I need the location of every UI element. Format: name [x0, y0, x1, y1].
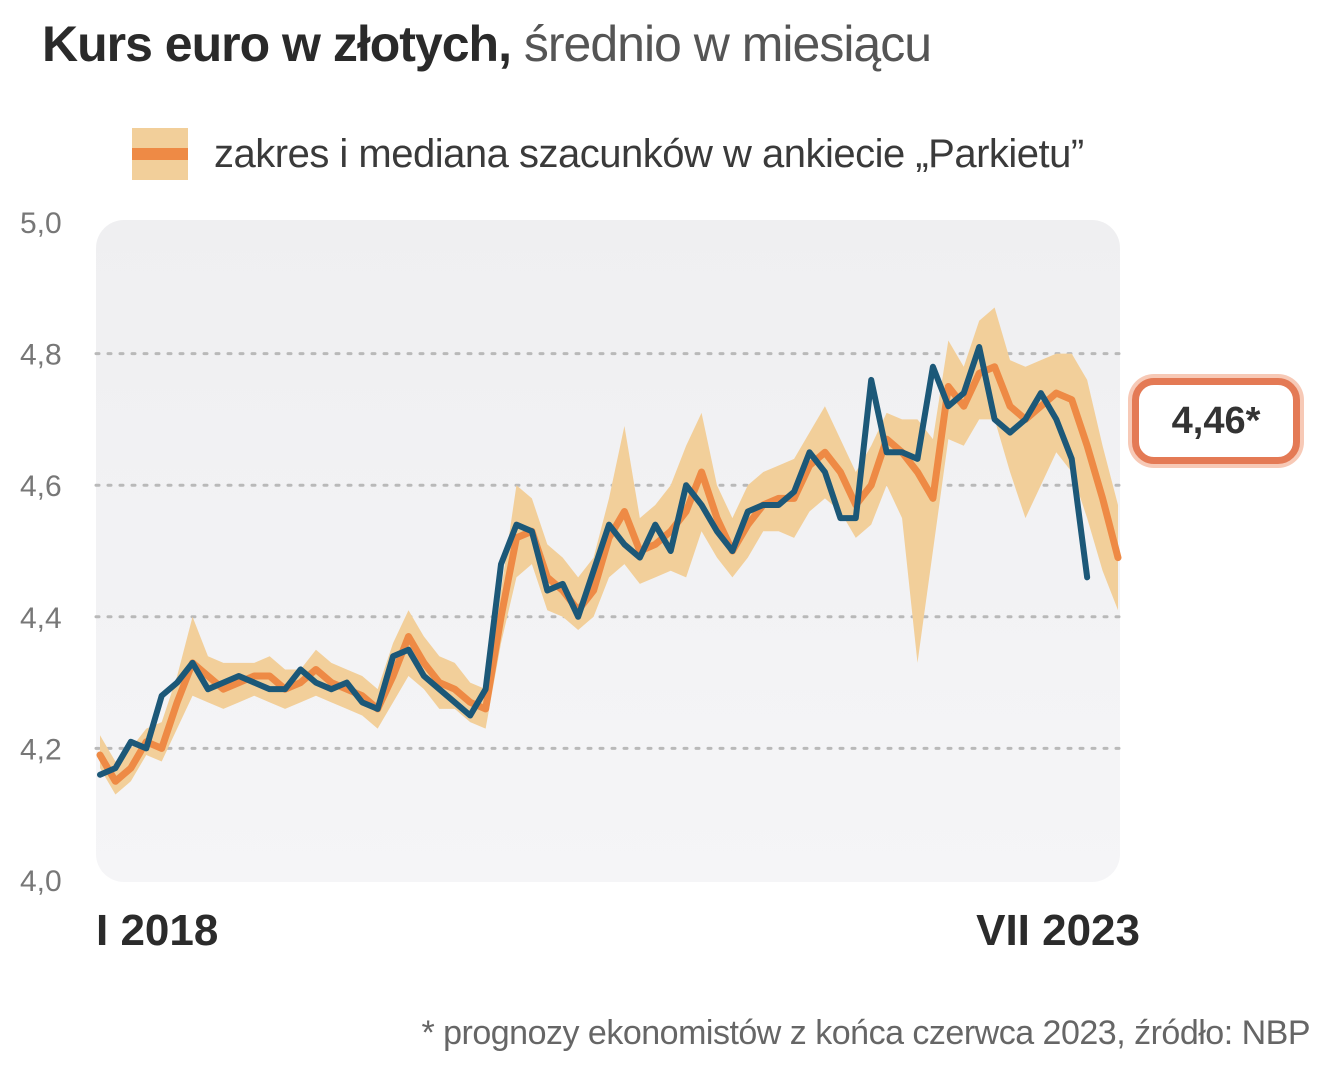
range-band-layer [100, 307, 1118, 795]
y-tick-label: 5,0 [20, 207, 62, 240]
actual-line-layer [97, 344, 1091, 778]
y-tick-label: 4,2 [20, 733, 62, 766]
legend-swatch [132, 128, 188, 180]
y-axis-ticks: 4,0 4,2 4,4 4,6 4,8 5,0 [20, 207, 62, 898]
chart-title: Kurs euro w złotych, średnio w miesiącu [42, 12, 932, 76]
y-tick-label: 4,8 [20, 339, 62, 372]
x-tick-end: VII 2023 [976, 906, 1140, 955]
forecast-callout: 4,46* [1132, 378, 1300, 464]
actual-rate-line [97, 344, 1091, 778]
y-tick-label: 4,6 [20, 470, 62, 503]
median-line-layer [96, 363, 1122, 785]
range-band [100, 307, 1118, 795]
chart-title-light: średnio w miesiącu [523, 16, 932, 72]
footnote: * prognozy ekonomistów z końca czerwca 2… [421, 1014, 1310, 1052]
chart-title-bold: Kurs euro w złotych, [42, 16, 512, 72]
y-tick-label: 4,0 [20, 865, 62, 898]
x-tick-start: I 2018 [96, 906, 218, 955]
median-line [96, 363, 1122, 785]
legend-label: zakres i mediana szacunków w ankiecie „P… [214, 131, 1084, 176]
y-tick-label: 4,4 [20, 602, 62, 635]
legend: zakres i mediana szacunków w ankiecie „P… [132, 126, 1084, 182]
